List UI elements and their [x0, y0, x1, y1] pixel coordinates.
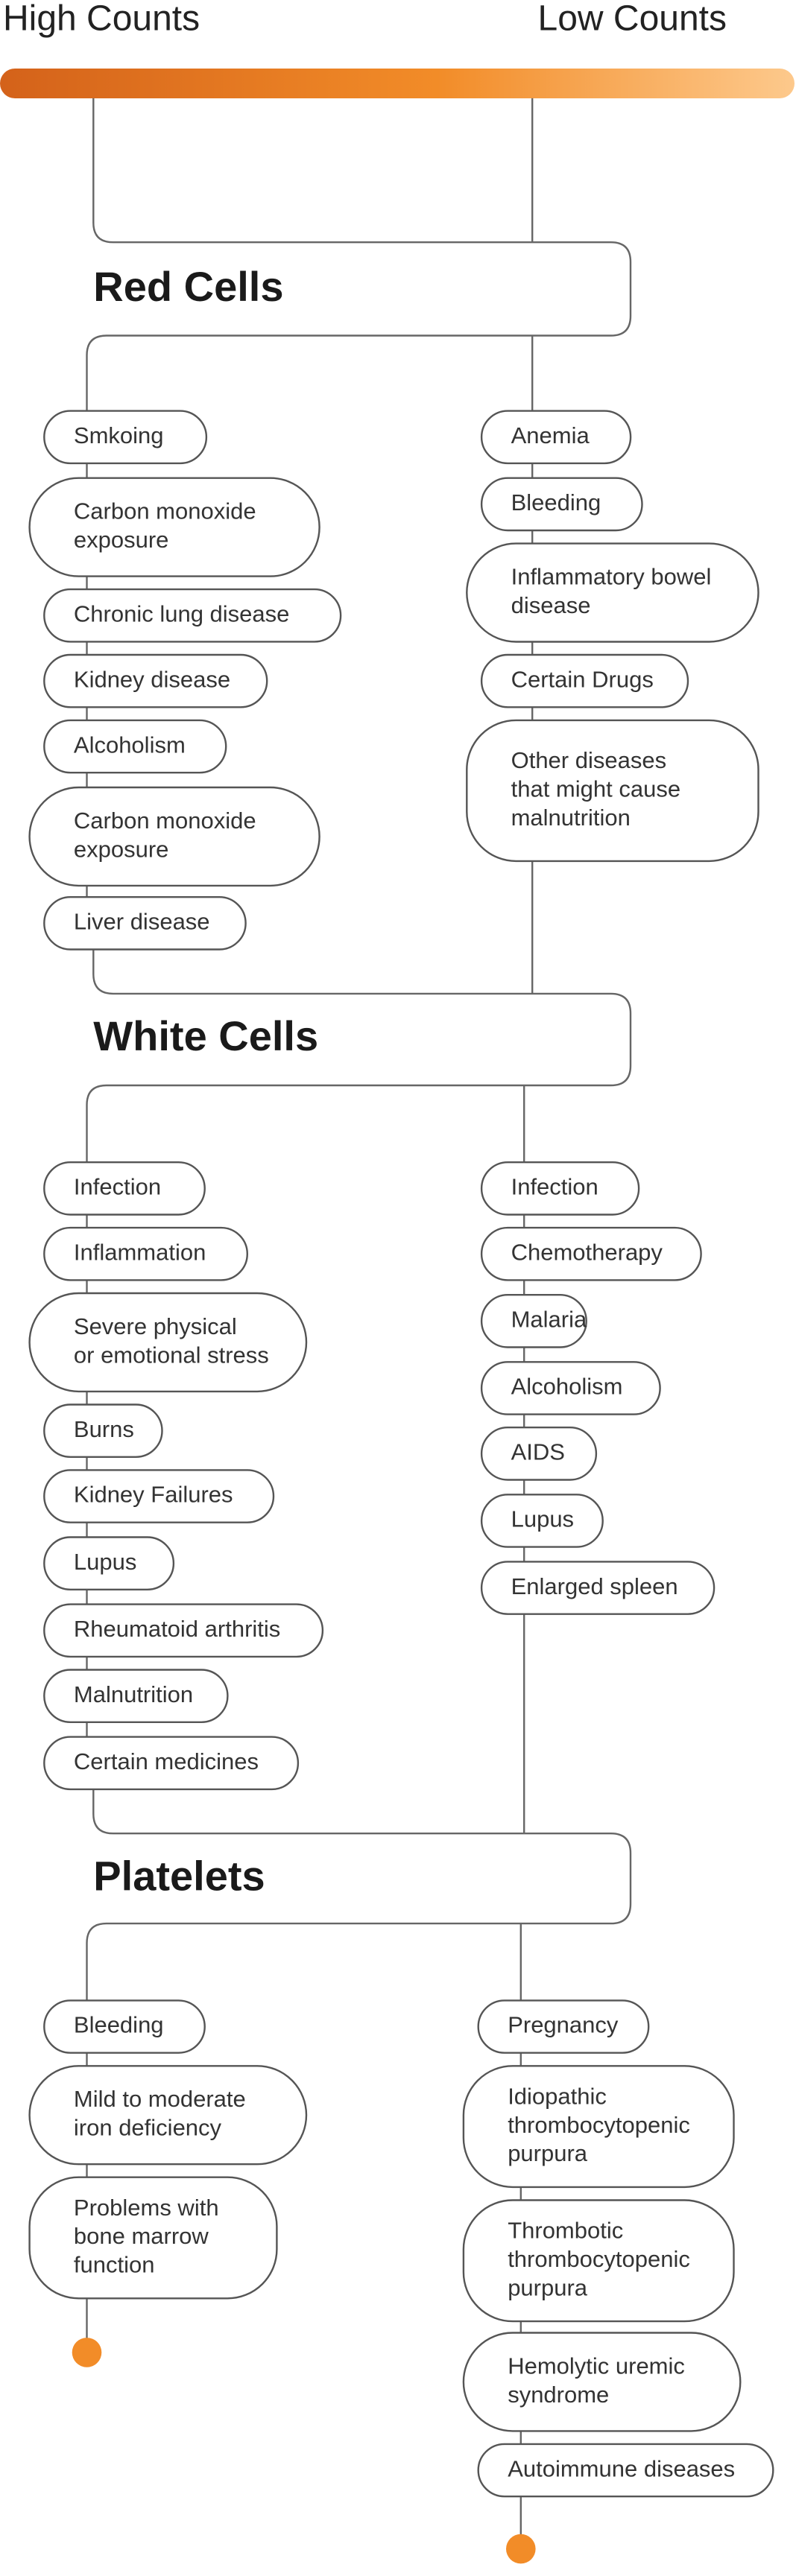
condition-label: AIDS — [511, 1439, 565, 1465]
condition-label: purpura — [508, 2274, 588, 2300]
condition-label: Certain Drugs — [511, 666, 654, 692]
condition-label: function — [74, 2252, 155, 2278]
condition-label: Alcoholism — [511, 1374, 623, 1400]
condition-pill — [466, 719, 759, 863]
condition-label: Anemia — [511, 422, 590, 448]
condition-label: bone marrow — [74, 2223, 209, 2249]
end-dot — [72, 2338, 102, 2367]
condition-pill — [480, 1293, 587, 1348]
condition-pill — [43, 1603, 324, 1658]
condition-label: Thrombotic — [508, 2217, 623, 2243]
condition-label: Hemolytic uremic — [508, 2353, 685, 2379]
condition-pill — [28, 2065, 308, 2166]
condition-pill — [480, 410, 632, 465]
condition-pill — [43, 588, 342, 643]
condition-label: Inflammatory bowel — [511, 563, 712, 589]
condition-label: Mild to moderate — [74, 2086, 246, 2112]
condition-label: malnutrition — [511, 805, 631, 831]
condition-pill — [43, 1226, 248, 1281]
condition-pill — [43, 1161, 206, 1216]
condition-label: exposure — [74, 836, 169, 862]
condition-pill — [28, 2176, 278, 2300]
condition-label: Kidney disease — [74, 666, 230, 692]
condition-pill — [480, 1561, 716, 1615]
condition-pill — [480, 1494, 604, 1548]
condition-label: thrombocytopenic — [508, 2112, 690, 2138]
left-connector — [86, 98, 632, 2353]
condition-label: that might cause — [511, 776, 680, 802]
section-title: Platelets — [93, 1853, 265, 1900]
condition-label: Alcoholism — [74, 732, 186, 758]
condition-label: exposure — [74, 527, 169, 553]
condition-label: Inflammation — [74, 1239, 206, 1265]
condition-label: Chronic lung disease — [74, 600, 290, 626]
section-title: White Cells — [93, 1012, 318, 1059]
condition-pill — [477, 1999, 650, 2054]
condition-label: disease — [511, 592, 591, 618]
condition-pill — [43, 1469, 275, 1523]
condition-pill — [43, 1999, 206, 2054]
low-counts-label: Low Counts — [538, 0, 727, 39]
condition-pill — [462, 2332, 742, 2432]
condition-label: Lupus — [511, 1506, 574, 1532]
condition-label: Idiopathic — [508, 2083, 607, 2109]
condition-label: Chemotherapy — [511, 1239, 663, 1265]
condition-label: Severe physical — [74, 1313, 237, 1339]
condition-label: Certain medicines — [74, 1748, 259, 1774]
condition-pill — [43, 410, 208, 465]
end-dot — [506, 2534, 536, 2564]
condition-label: Autoimmune diseases — [508, 2455, 735, 2481]
condition-pill — [43, 1536, 175, 1591]
condition-pill — [28, 1292, 308, 1393]
condition-label: Pregnancy — [508, 2012, 619, 2038]
condition-label: Liver disease — [74, 909, 210, 935]
condition-label: Rheumatoid arthritis — [74, 1616, 280, 1642]
condition-label: Enlarged spleen — [511, 1573, 678, 1599]
condition-pill — [43, 1403, 163, 1459]
condition-label: iron deficiency — [74, 2115, 222, 2141]
condition-pill — [480, 477, 643, 532]
condition-pill — [466, 542, 759, 643]
condition-label: purpura — [508, 2140, 588, 2166]
condition-label: Smkoing — [74, 422, 164, 448]
condition-pill — [480, 1361, 661, 1415]
condition-label: Bleeding — [74, 2012, 164, 2038]
condition-label: Problems with — [74, 2195, 219, 2221]
condition-pill — [43, 1669, 229, 1724]
condition-pill — [28, 786, 320, 887]
condition-label: thrombocytopenic — [508, 2246, 690, 2272]
condition-label: Bleeding — [511, 489, 601, 515]
condition-label: Carbon monoxide — [74, 498, 256, 524]
condition-pill — [480, 1426, 598, 1481]
condition-label: Malnutrition — [74, 1681, 193, 1707]
condition-label: Carbon monoxide — [74, 808, 256, 834]
condition-pill — [480, 653, 689, 708]
condition-pill — [43, 653, 268, 708]
condition-pill — [462, 2199, 735, 2323]
condition-pill — [43, 719, 227, 774]
condition-pill — [28, 477, 320, 577]
condition-label: Kidney Failures — [74, 1482, 233, 1508]
condition-label: Infection — [74, 1174, 161, 1200]
condition-pill — [480, 1226, 702, 1281]
condition-pill — [480, 1161, 640, 1216]
condition-label: syndrome — [508, 2382, 609, 2408]
condition-label: or emotional stress — [74, 1342, 269, 1368]
condition-pill — [462, 2065, 735, 2189]
high-counts-label: High Counts — [3, 0, 200, 39]
condition-pill — [43, 1736, 300, 1791]
condition-label: Lupus — [74, 1549, 136, 1575]
condition-pill — [43, 895, 247, 951]
gradient-bar — [0, 69, 795, 98]
section-title: Red Cells — [93, 263, 283, 310]
condition-label: Malaria — [511, 1307, 587, 1333]
condition-label: Other diseases — [511, 747, 667, 773]
condition-pill — [477, 2443, 774, 2498]
condition-label: Infection — [511, 1174, 598, 1200]
condition-label: Burns — [74, 1416, 134, 1442]
